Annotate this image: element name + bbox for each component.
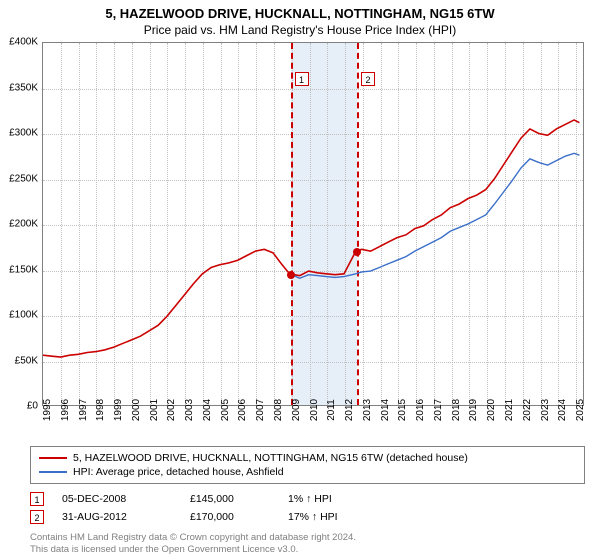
marker-badge: 2 (30, 510, 44, 524)
legend-label: HPI: Average price, detached house, Ashf… (73, 466, 284, 478)
y-axis-label: £0 (0, 401, 38, 412)
x-axis-label: 2005 (220, 399, 231, 421)
transaction-row: 2 31-AUG-2012 £170,000 17% ↑ HPI (30, 508, 585, 526)
transaction-price: £170,000 (190, 511, 270, 523)
x-axis-label: 2025 (575, 399, 586, 421)
page-subtitle: Price paid vs. HM Land Registry's House … (0, 21, 600, 43)
sale-dot (287, 271, 295, 279)
x-axis-label: 2021 (504, 399, 515, 421)
x-axis-label: 1995 (42, 399, 53, 421)
attribution: Contains HM Land Registry data © Crown c… (30, 532, 585, 557)
y-axis-label: £150K (0, 264, 38, 275)
x-axis-label: 2000 (131, 399, 142, 421)
series-price_paid (43, 120, 579, 357)
x-axis-label: 2018 (451, 399, 462, 421)
x-axis-label: 1998 (95, 399, 106, 421)
y-axis-label: £250K (0, 173, 38, 184)
legend-item: 5, HAZELWOOD DRIVE, HUCKNALL, NOTTINGHAM… (39, 451, 576, 465)
x-axis-label: 2001 (149, 399, 160, 421)
sale-dot (353, 248, 361, 256)
price-chart: 12 (42, 42, 584, 406)
x-axis-label: 2022 (522, 399, 533, 421)
y-axis-label: £350K (0, 82, 38, 93)
legend-box: 5, HAZELWOOD DRIVE, HUCKNALL, NOTTINGHAM… (30, 446, 585, 484)
y-axis-label: £300K (0, 128, 38, 139)
x-axis-label: 2009 (291, 399, 302, 421)
y-axis-label: £200K (0, 219, 38, 230)
chart-svg (43, 43, 583, 405)
legend-label: 5, HAZELWOOD DRIVE, HUCKNALL, NOTTINGHAM… (73, 452, 468, 464)
x-axis-label: 2006 (237, 399, 248, 421)
x-axis-label: 1997 (78, 399, 89, 421)
x-axis-label: 1999 (113, 399, 124, 421)
x-axis-label: 2008 (273, 399, 284, 421)
transaction-rows: 1 05-DEC-2008 £145,000 1% ↑ HPI 2 31-AUG-2012… (30, 490, 585, 526)
transaction-pct: 17% ↑ HPI (288, 511, 338, 523)
x-axis-label: 2024 (557, 399, 568, 421)
x-axis-label: 2017 (433, 399, 444, 421)
x-axis-label: 2013 (362, 399, 373, 421)
x-axis-label: 1996 (60, 399, 71, 421)
transaction-date: 31-AUG-2012 (62, 511, 172, 523)
x-axis-label: 2012 (344, 399, 355, 421)
x-axis-label: 2004 (202, 399, 213, 421)
x-axis-label: 2002 (166, 399, 177, 421)
transaction-price: £145,000 (190, 493, 270, 505)
x-axis-label: 2015 (397, 399, 408, 421)
page-title: 5, HAZELWOOD DRIVE, HUCKNALL, NOTTINGHAM… (0, 0, 600, 21)
legend-area: 5, HAZELWOOD DRIVE, HUCKNALL, NOTTINGHAM… (30, 446, 585, 557)
transaction-date: 05-DEC-2008 (62, 493, 172, 505)
x-axis-label: 2019 (468, 399, 479, 421)
x-axis-label: 2003 (184, 399, 195, 421)
legend-swatch (39, 471, 67, 473)
legend-swatch (39, 457, 67, 459)
x-axis-label: 2007 (255, 399, 266, 421)
x-axis-label: 2011 (326, 399, 337, 421)
y-axis-label: £100K (0, 310, 38, 321)
x-axis-label: 2014 (380, 399, 391, 421)
x-axis-label: 2010 (309, 399, 320, 421)
y-axis-label: £400K (0, 37, 38, 48)
series-hpi (290, 153, 580, 278)
transaction-row: 1 05-DEC-2008 £145,000 1% ↑ HPI (30, 490, 585, 508)
transaction-pct: 1% ↑ HPI (288, 493, 332, 505)
x-axis-label: 2020 (486, 399, 497, 421)
attribution-line-2: This data is licensed under the Open Gov… (30, 544, 585, 556)
y-axis-label: £50K (0, 355, 38, 366)
legend-item: HPI: Average price, detached house, Ashf… (39, 465, 576, 479)
marker-badge: 1 (30, 492, 44, 506)
attribution-line-1: Contains HM Land Registry data © Crown c… (30, 532, 585, 544)
x-axis-label: 2016 (415, 399, 426, 421)
x-axis-label: 2023 (540, 399, 551, 421)
